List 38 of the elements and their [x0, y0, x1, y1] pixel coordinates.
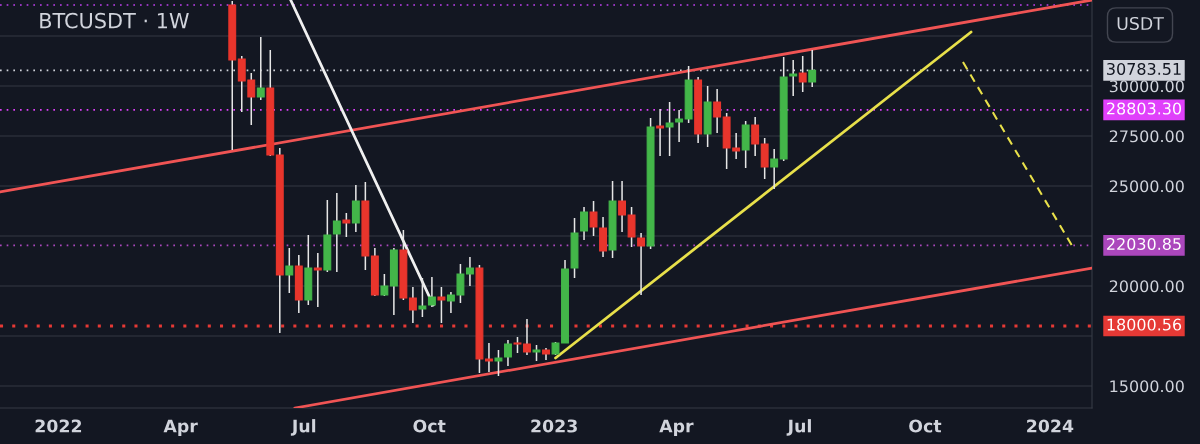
candlestick — [798, 55, 807, 93]
candlestick — [342, 212, 351, 238]
candlestick — [618, 180, 627, 233]
x-tick-label: Apr — [659, 419, 694, 436]
text: USDT — [1117, 16, 1164, 31]
ref-line-label: 22030.85 — [1107, 237, 1181, 251]
y-tick-label: 27500.00 — [1109, 130, 1184, 143]
candlestick — [713, 88, 722, 134]
candlestick — [770, 148, 779, 190]
x-tick-label: 2024 — [1027, 419, 1074, 433]
y-tick-label: 20000.00 — [1109, 280, 1184, 293]
candlestick — [580, 206, 588, 241]
candlestick — [465, 256, 474, 287]
x-tick-label: Oct — [413, 419, 446, 433]
y-tick-label: 25000.00 — [1109, 180, 1184, 193]
ref-line-label: 18000.56 — [1107, 318, 1182, 331]
x-tick-label: 2022 — [35, 419, 82, 433]
candlestick — [313, 252, 322, 308]
candlestick — [751, 116, 760, 157]
candlestick — [485, 342, 493, 373]
ref-line-label: 30783.51 — [1107, 62, 1181, 75]
candlestick — [351, 184, 360, 233]
candlestick — [408, 286, 417, 324]
x-tick-label: 2023 — [531, 419, 577, 433]
candlestick — [332, 192, 341, 273]
candlestick — [760, 137, 769, 180]
y-tick-label: 30000.00 — [1109, 80, 1184, 93]
x-tick-label: Jul — [290, 419, 316, 436]
x-tick-label: Jul — [786, 419, 811, 436]
candlestick — [256, 36, 265, 101]
x-tick-label: Apr — [163, 419, 198, 436]
ref-line-label: 28803.30 — [1107, 102, 1182, 115]
x-tick-label: Oct — [909, 419, 942, 433]
candlestick — [285, 247, 294, 294]
candlestick — [808, 49, 817, 88]
candlestick — [656, 108, 665, 157]
y-tick-label: 15000.00 — [1110, 380, 1184, 393]
chart-title: BTCUSDT · 1W — [40, 12, 189, 29]
